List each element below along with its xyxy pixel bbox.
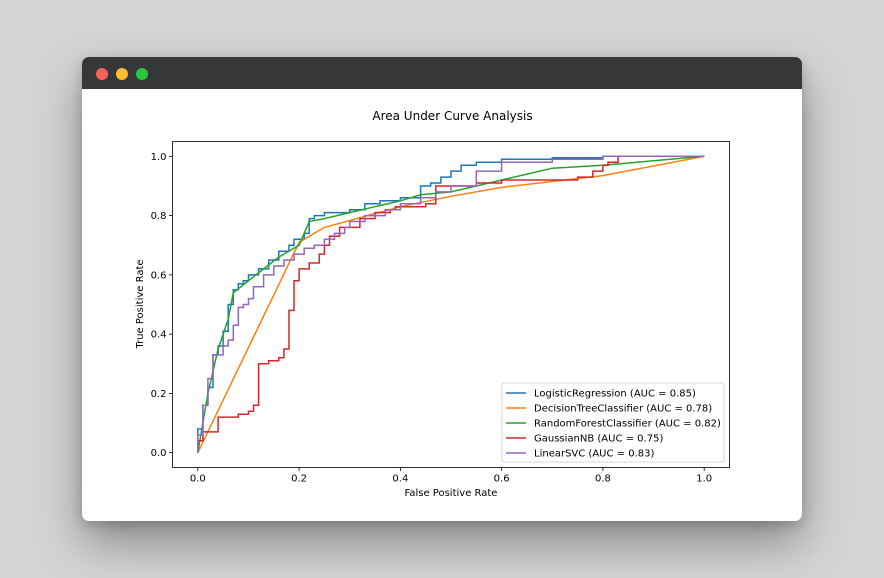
x-tick-label: 0.2 [291, 474, 307, 485]
legend-label: LinearSVC (AUC = 0.83) [534, 449, 654, 460]
x-tick-label: 1.0 [696, 474, 712, 485]
window-titlebar[interactable] [82, 57, 802, 89]
app-window: Area Under Curve Analysis 0.0 0.2 0.4 0.6 0.… [82, 57, 802, 521]
legend-label: GaussianNB (AUC = 0.75) [534, 434, 663, 445]
series-line-2 [197, 155, 705, 453]
y-tick-label: 1.0 [151, 152, 167, 163]
y-axis-label: True Positive Rate [135, 259, 146, 349]
x-axis: 0.0 0.2 0.4 0.6 0.8 1.0 [190, 467, 712, 485]
minimize-button[interactable] [116, 68, 128, 80]
x-tick-label: 0.0 [190, 474, 206, 485]
legend: LogisticRegression (AUC = 0.85) DecisionT… [501, 382, 725, 463]
y-tick-label: 0.0 [151, 448, 167, 459]
legend-box [501, 382, 725, 463]
plot-frame [172, 141, 730, 468]
chart-area: Area Under Curve Analysis 0.0 0.2 0.4 0.6 0.… [82, 89, 802, 521]
legend-label: LogisticRegression (AUC = 0.85) [534, 389, 696, 400]
series-line-4 [197, 155, 705, 453]
chart-title: Area Under Curve Analysis [372, 109, 532, 123]
x-tick-label: 0.6 [494, 474, 510, 485]
roc-chart: Area Under Curve Analysis 0.0 0.2 0.4 0.6 0.… [135, 109, 730, 499]
y-tick-label: 0.4 [151, 330, 167, 341]
y-axis: 0.0 0.2 0.4 0.6 0.8 1.0 [151, 152, 173, 459]
series-lines [197, 155, 705, 454]
y-tick-label: 0.8 [151, 211, 167, 222]
y-tick-label: 0.6 [151, 270, 167, 281]
legend-label: RandomForestClassifier (AUC = 0.82) [534, 419, 721, 430]
maximize-button[interactable] [136, 68, 148, 80]
x-axis-label: False Positive Rate [405, 488, 498, 499]
y-tick-label: 0.2 [151, 389, 167, 400]
x-tick-label: 0.4 [392, 474, 408, 485]
legend-label: DecisionTreeClassifier (AUC = 0.78) [534, 404, 712, 415]
x-tick-label: 0.8 [595, 474, 611, 485]
close-button[interactable] [96, 68, 108, 80]
